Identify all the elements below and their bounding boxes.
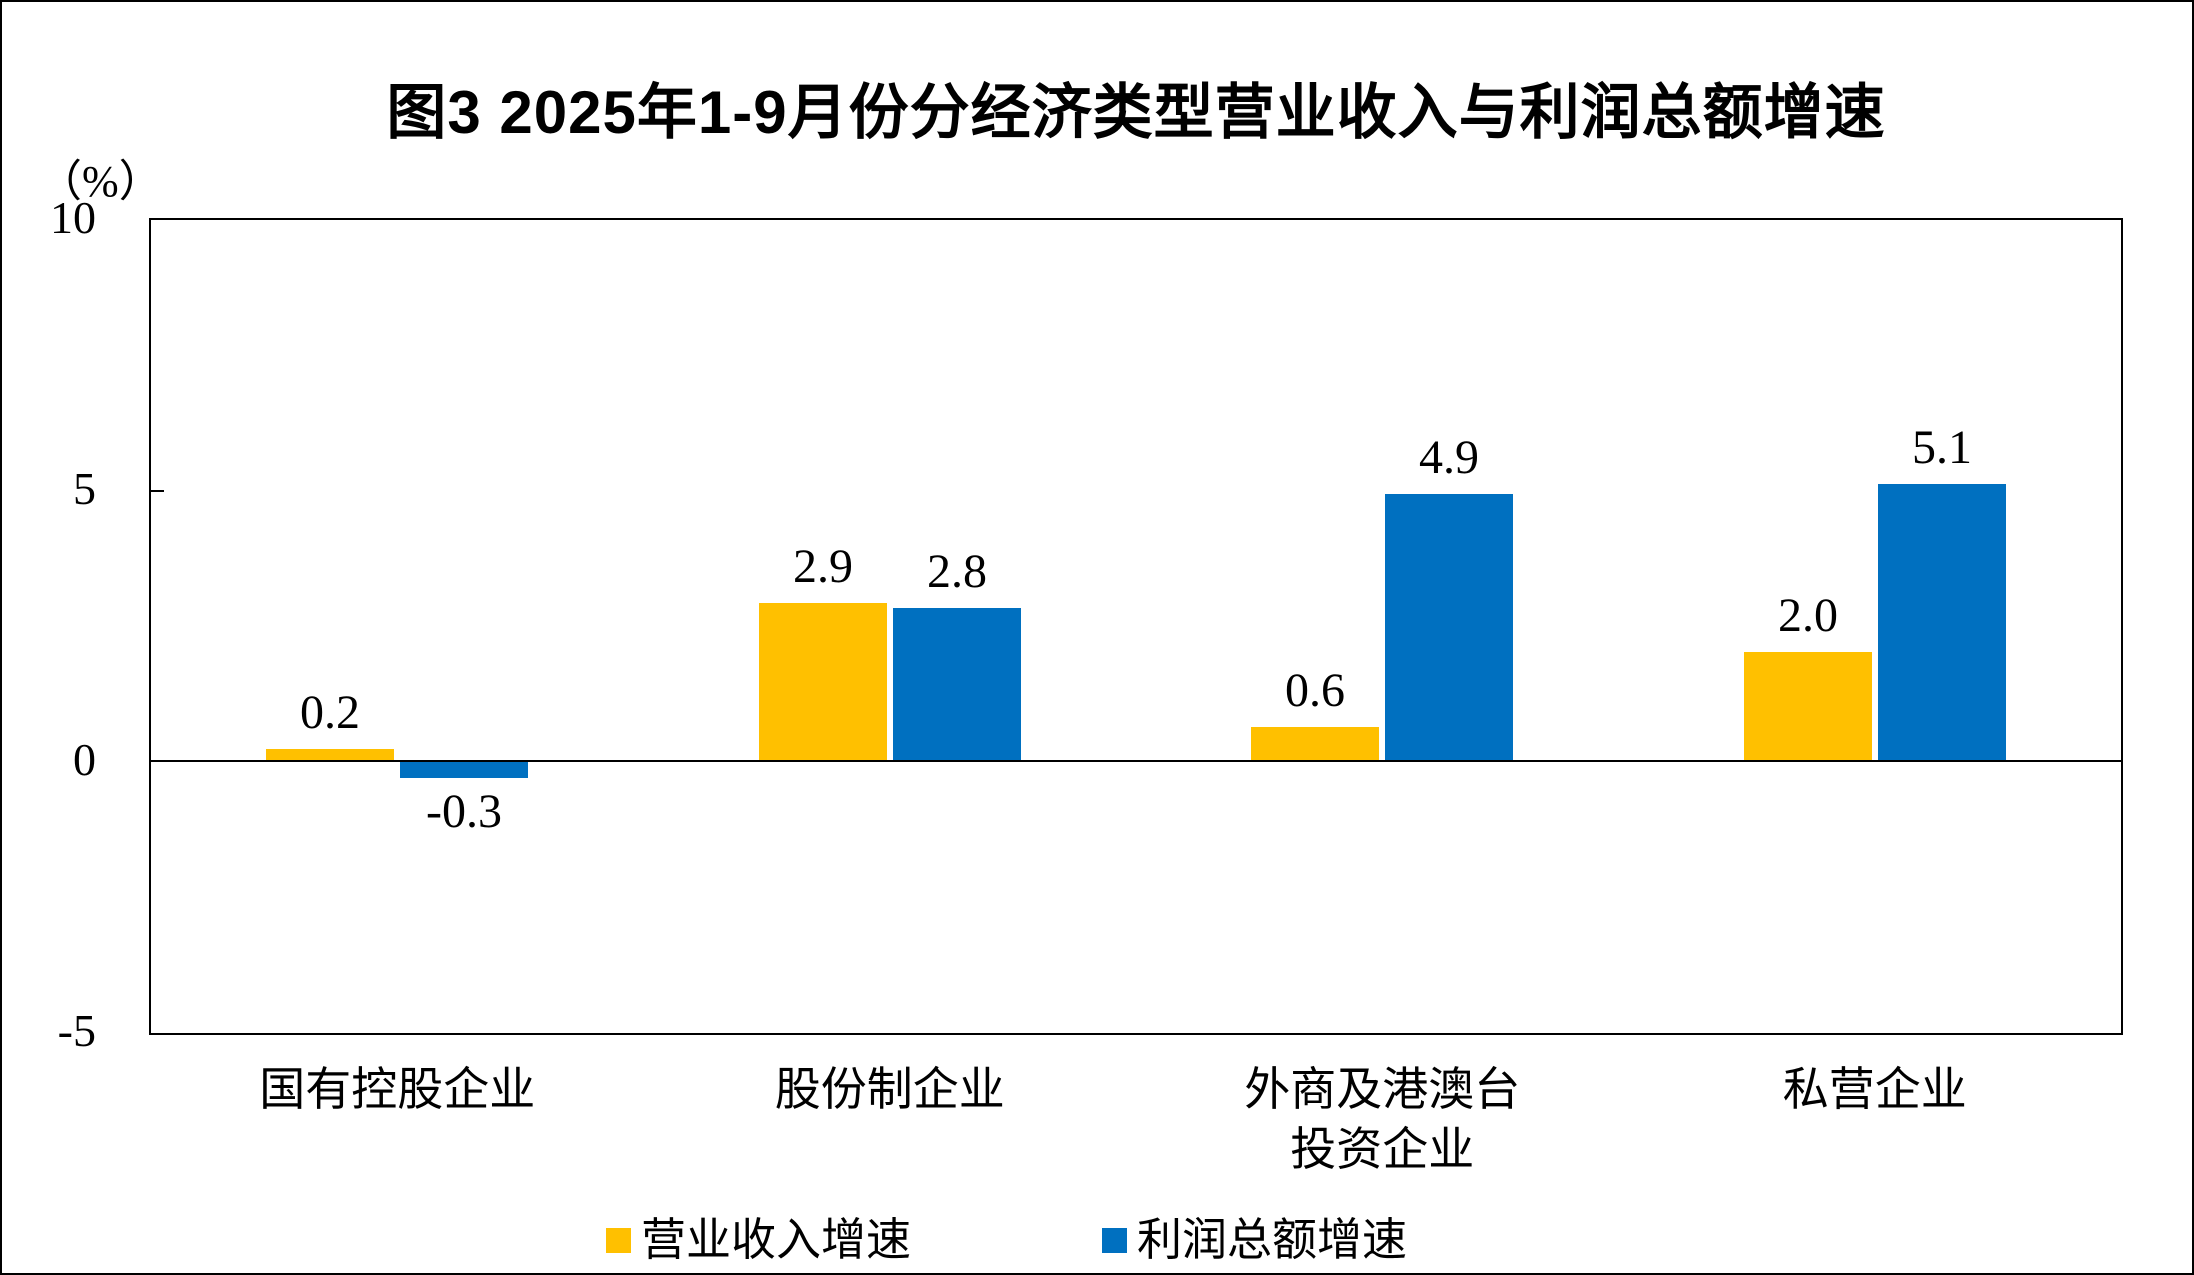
zero-baseline xyxy=(151,760,2121,762)
y-axis-unit-label: （%） xyxy=(38,157,163,206)
y-tick-label: -5 xyxy=(57,1005,96,1056)
chart-title: 图3 2025年1-9月份分经济类型营业收入与利润总额增速 xyxy=(386,79,1886,146)
legend-item-1: 利润总额增速 xyxy=(1102,1214,1407,1266)
bar-value-label: 2.8 xyxy=(927,545,987,598)
x-category-label-1: 股份制企业 xyxy=(774,1064,1005,1115)
bar-value-label: 2.0 xyxy=(1778,589,1838,642)
bar-series1-cat3 xyxy=(1878,484,2006,760)
y-tick-label: 5 xyxy=(73,463,96,514)
bar-series0-cat1 xyxy=(759,603,887,760)
legend-item-0: 营业收入增速 xyxy=(606,1214,911,1266)
bar-series0-cat0 xyxy=(266,749,394,760)
plot-area: 0.2 2.9 0.6 2.0 -0.3 2.8 4.9 5.1 xyxy=(149,218,2123,1035)
y-tick-mark xyxy=(151,490,164,492)
bar-series0-cat3 xyxy=(1744,652,1872,760)
x-category-label-0: 国有控股企业 xyxy=(259,1064,536,1115)
bar-series1-cat2 xyxy=(1385,494,1513,760)
legend-label: 利润总额增速 xyxy=(1137,1215,1408,1265)
bar-value-label: 5.1 xyxy=(1912,421,1972,474)
bar-value-label: 2.9 xyxy=(793,540,853,593)
x-category-label-3: 私营企业 xyxy=(1782,1064,1967,1115)
bar-series0-cat2 xyxy=(1251,727,1379,760)
bar-value-label: -0.3 xyxy=(426,785,502,838)
bar-value-label: 0.6 xyxy=(1285,664,1345,717)
y-tick-label: 10 xyxy=(50,192,96,243)
bar-series1-cat0 xyxy=(400,762,528,778)
y-tick-label: 0 xyxy=(73,734,96,785)
bar-value-label: 0.2 xyxy=(300,686,360,739)
bar-series1-cat1 xyxy=(893,608,1021,760)
legend-swatch-icon xyxy=(1102,1227,1127,1253)
bar-value-label: 4.9 xyxy=(1419,431,1479,484)
x-category-label-2: 外商及港澳台 投资企业 xyxy=(1244,1064,1521,1175)
legend-swatch-icon xyxy=(606,1227,631,1253)
legend-label: 营业收入增速 xyxy=(641,1215,912,1265)
